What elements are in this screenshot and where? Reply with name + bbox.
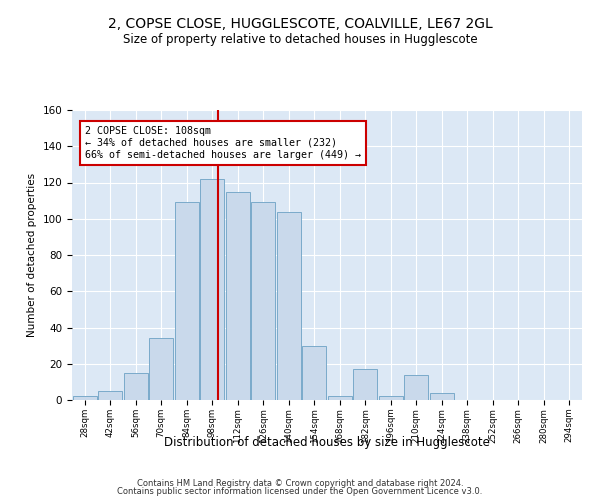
Bar xyxy=(251,202,275,400)
Bar xyxy=(353,369,377,400)
Bar xyxy=(200,179,224,400)
Bar xyxy=(175,202,199,400)
Text: 2 COPSE CLOSE: 108sqm
← 34% of detached houses are smaller (232)
66% of semi-det: 2 COPSE CLOSE: 108sqm ← 34% of detached … xyxy=(85,126,361,160)
Bar xyxy=(379,396,403,400)
Text: Contains HM Land Registry data © Crown copyright and database right 2024.: Contains HM Land Registry data © Crown c… xyxy=(137,478,463,488)
Text: 2, COPSE CLOSE, HUGGLESCOTE, COALVILLE, LE67 2GL: 2, COPSE CLOSE, HUGGLESCOTE, COALVILLE, … xyxy=(107,18,493,32)
Text: Contains public sector information licensed under the Open Government Licence v3: Contains public sector information licen… xyxy=(118,487,482,496)
Bar xyxy=(404,374,428,400)
Bar xyxy=(98,391,122,400)
Bar xyxy=(73,396,97,400)
Y-axis label: Number of detached properties: Number of detached properties xyxy=(27,173,37,337)
Bar xyxy=(277,212,301,400)
Bar xyxy=(302,346,326,400)
Bar xyxy=(124,373,148,400)
Bar xyxy=(430,393,454,400)
Text: Distribution of detached houses by size in Hugglescote: Distribution of detached houses by size … xyxy=(164,436,490,449)
Bar xyxy=(328,396,352,400)
Bar xyxy=(226,192,250,400)
Bar xyxy=(149,338,173,400)
Text: Size of property relative to detached houses in Hugglescote: Size of property relative to detached ho… xyxy=(122,32,478,46)
